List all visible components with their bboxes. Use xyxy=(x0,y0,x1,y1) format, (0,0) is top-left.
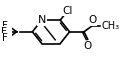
Text: O: O xyxy=(88,15,96,25)
Text: F: F xyxy=(2,21,8,31)
Text: N: N xyxy=(38,15,46,25)
Text: CH₃: CH₃ xyxy=(101,21,119,31)
Text: Cl: Cl xyxy=(63,6,73,16)
Text: F: F xyxy=(2,33,8,43)
Text: F: F xyxy=(1,27,7,37)
Text: O: O xyxy=(84,41,92,51)
